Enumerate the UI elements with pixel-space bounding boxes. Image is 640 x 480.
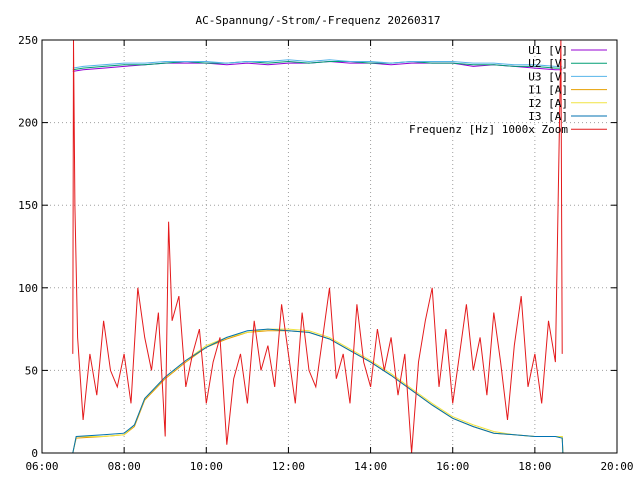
x-tick-label: 08:00 bbox=[108, 460, 141, 473]
y-tick-label: 200 bbox=[18, 117, 38, 130]
series-line-i1-a bbox=[72, 330, 564, 454]
x-tick-label: 18:00 bbox=[518, 460, 551, 473]
legend-label: I1 [A] bbox=[528, 84, 568, 97]
x-tick-label: 20:00 bbox=[600, 460, 633, 473]
legend-label: I3 [A] bbox=[528, 110, 568, 123]
legend-label: I2 [A] bbox=[528, 97, 568, 110]
x-tick-label: 12:00 bbox=[272, 460, 305, 473]
series-line-u2-v bbox=[72, 60, 563, 71]
y-tick-label: 50 bbox=[25, 364, 38, 377]
axes: 06:00 08:00 10:00 12:00 14:00 16:00 18:00 20:00… bbox=[18, 34, 633, 473]
y-tick-label: 250 bbox=[18, 34, 38, 47]
legend: U1 [V]U2 [V]U3 [V]I1 [A]I2 [A]I3 [A]Freq… bbox=[409, 44, 607, 136]
y-tick-label: 150 bbox=[18, 199, 38, 212]
series-line-u3-v bbox=[72, 59, 563, 69]
x-tick-label: 14:00 bbox=[354, 460, 387, 473]
x-tick-label: 16:00 bbox=[436, 460, 469, 473]
series-layer bbox=[72, 39, 564, 454]
legend-label: U2 [V] bbox=[528, 57, 568, 70]
series-line-i3-a bbox=[72, 328, 564, 454]
legend-label: Frequenz [Hz] 1000x Zoom bbox=[409, 123, 568, 136]
chart-title: AC-Spannung/-Strom/-Frequenz 20260317 bbox=[195, 14, 440, 27]
legend-label: U3 [V] bbox=[528, 70, 568, 83]
plot-frame bbox=[41, 39, 618, 454]
y-tick-label: 0 bbox=[31, 447, 38, 460]
y-tick-label: 100 bbox=[18, 282, 38, 295]
x-tick-label: 06:00 bbox=[25, 460, 58, 473]
x-tick-label: 10:00 bbox=[190, 460, 223, 473]
series-line-frequenz-hz-1000x-zoom bbox=[72, 39, 563, 454]
legend-label: U1 [V] bbox=[528, 44, 568, 57]
